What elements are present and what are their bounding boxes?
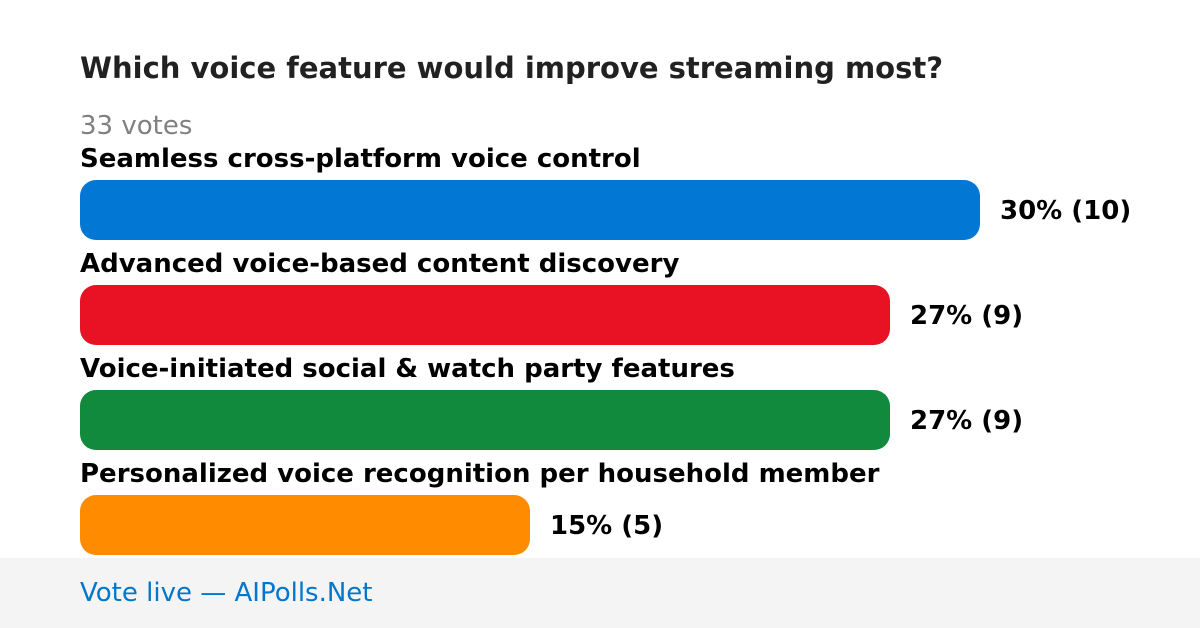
option-label: Advanced voice-based content discovery — [80, 249, 679, 279]
option-label: Seamless cross-platform voice control — [80, 144, 641, 174]
footer: Vote live — AIPolls.Net — [0, 558, 1200, 628]
result-bar — [80, 495, 530, 555]
result-bar — [80, 390, 890, 450]
result-bar — [80, 285, 890, 345]
vote-count: 33 votes — [80, 111, 193, 141]
result-bar — [80, 180, 980, 240]
option-label: Personalized voice recognition per house… — [80, 459, 880, 489]
option-label: Voice-initiated social & watch party fea… — [80, 354, 735, 384]
value-label: 30% (10) — [1000, 196, 1131, 226]
value-label: 27% (9) — [910, 301, 1023, 331]
value-label: 15% (5) — [550, 511, 663, 541]
poll-results-chart: Seamless cross-platform voice control 30%… — [80, 144, 1131, 555]
poll-title: Which voice feature would improve stream… — [80, 51, 944, 85]
vote-live-link[interactable]: Vote live — AIPolls.Net — [80, 578, 373, 608]
value-label: 27% (9) — [910, 406, 1023, 436]
